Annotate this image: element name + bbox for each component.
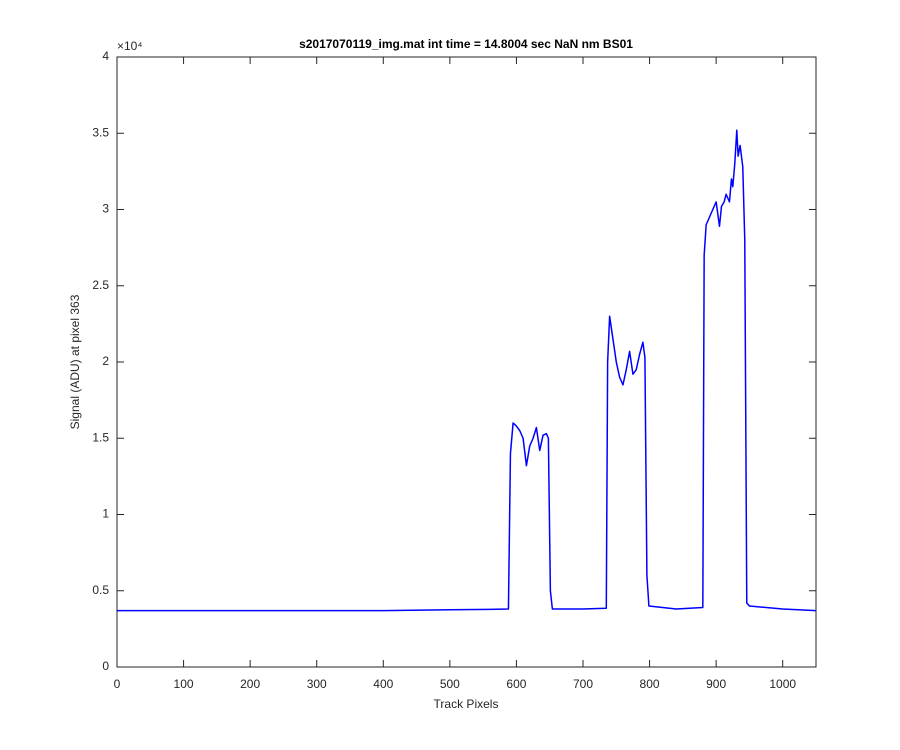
- chart-title: s2017070119_img.mat int time = 14.8004 s…: [299, 37, 633, 51]
- y-tick-label: 0: [102, 659, 109, 673]
- x-tick-label: 200: [240, 677, 260, 691]
- y-tick-label: 1: [102, 507, 109, 521]
- x-tick-label: 400: [373, 677, 393, 691]
- y-tick-label: 0.5: [92, 583, 109, 597]
- x-tick-label: 900: [706, 677, 726, 691]
- x-tick-label: 0: [114, 677, 121, 691]
- y-tick-label: 3: [102, 202, 109, 216]
- y-tick-label: 2: [102, 354, 109, 368]
- y-tick-label: 3.5: [92, 125, 109, 139]
- x-tick-label: 100: [174, 677, 194, 691]
- y-tick-label: 2.5: [92, 278, 109, 292]
- y-axis-label: Signal (ADU) at pixel 363: [68, 294, 82, 429]
- x-tick-label: 800: [640, 677, 660, 691]
- x-tick-label: 600: [506, 677, 526, 691]
- x-tick-label: 500: [440, 677, 460, 691]
- x-tick-label: 300: [307, 677, 327, 691]
- y-exponent: ×10⁴: [117, 39, 143, 53]
- signal-line: [117, 129, 817, 612]
- x-axis-label: Track Pixels: [434, 697, 499, 711]
- x-tick-label: 700: [573, 677, 593, 691]
- x-tick-label: 1000: [769, 677, 796, 691]
- y-tick-label: 4: [102, 49, 109, 63]
- y-tick-label: 1.5: [92, 430, 109, 444]
